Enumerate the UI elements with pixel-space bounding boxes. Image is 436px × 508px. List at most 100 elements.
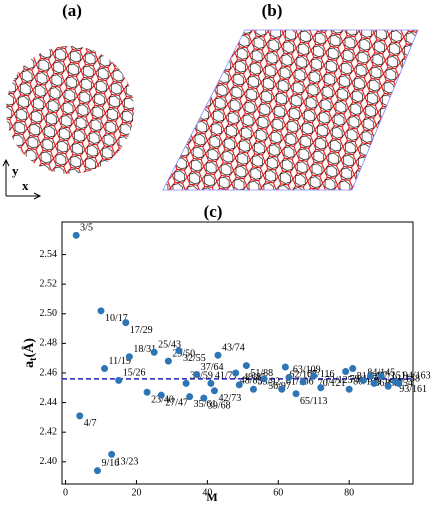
point [76, 412, 84, 420]
y-tick-label: 2.42 [40, 426, 58, 437]
point-label: 32/55 [183, 353, 206, 364]
point [122, 319, 130, 327]
point [150, 348, 158, 356]
point [370, 379, 378, 387]
point [359, 376, 367, 384]
point-label: 17/29 [130, 325, 153, 336]
point-label: 41/71 [215, 371, 238, 382]
x-tick-label: 20 [131, 487, 141, 498]
y-tick-label: 2.46 [40, 367, 58, 378]
point [395, 379, 403, 387]
point-label: 15/26 [123, 368, 146, 379]
point [182, 379, 190, 387]
point-label: 23/40 [151, 395, 174, 406]
point [101, 365, 109, 373]
point [345, 385, 353, 393]
point-label: 11/19 [109, 356, 131, 367]
x-tick-label: 40 [202, 487, 212, 498]
axis-arrow-label: x [22, 178, 29, 193]
point [164, 357, 172, 365]
point [72, 231, 80, 239]
point-label: 51/88 [250, 368, 273, 379]
point [210, 387, 218, 395]
y-label-sub: t [28, 357, 39, 361]
point-label: 48/83 [240, 375, 263, 386]
point-label: 29/50 [172, 348, 195, 359]
y-label-unit: (Å) [21, 338, 37, 358]
point-label: 4/7 [84, 418, 97, 429]
lattice-b [163, 30, 418, 190]
point [260, 375, 268, 383]
y-axis-label: at(Å) [21, 338, 39, 368]
y-tick-label: 2.52 [40, 278, 58, 289]
point-label: 35/61 [194, 399, 217, 410]
point [384, 382, 392, 390]
axis-arrow-label: y [12, 163, 19, 178]
point [278, 385, 286, 393]
point-label: 91/158 [392, 374, 420, 385]
point [232, 369, 240, 377]
point-label: 13/23 [116, 457, 139, 468]
point [310, 372, 318, 380]
y-label-main: a [22, 361, 37, 368]
point-label: 43/74 [222, 343, 245, 354]
panel-label: (b) [262, 1, 283, 20]
y-tick-label: 2.44 [40, 397, 58, 408]
point-label: 94/163 [403, 371, 431, 382]
point [366, 372, 374, 380]
point-label: 9/16 [101, 458, 119, 469]
point [235, 381, 243, 389]
point-label: 18/31 [133, 344, 156, 355]
point-label: 39/68 [208, 400, 231, 411]
x-tick-label: 0 [63, 487, 68, 498]
point [317, 384, 325, 392]
point-label: 3/5 [80, 223, 93, 234]
point-label: 62/107 [289, 369, 317, 380]
point-label: 93/161 [399, 384, 427, 395]
point-label: 37/64 [201, 362, 224, 373]
point [108, 450, 116, 458]
point [93, 467, 101, 475]
y-tick-label: 2.54 [40, 249, 58, 260]
point [214, 351, 222, 359]
point-label: 34/59 [190, 371, 213, 382]
point-label: 63/109 [293, 365, 321, 376]
y-tick-label: 2.50 [40, 308, 58, 319]
point [299, 378, 307, 386]
panel-label: (c) [204, 202, 223, 221]
point-label: 49/85 [243, 372, 266, 383]
point [125, 353, 133, 361]
y-tick-label: 2.48 [40, 338, 58, 349]
point [186, 393, 194, 401]
x-tick-label: 80 [344, 487, 354, 498]
point [175, 347, 183, 355]
point-label: 67/116 [307, 369, 334, 380]
point-label: 87/151 [378, 371, 406, 382]
point [143, 388, 151, 396]
point-label: 70/121 [318, 378, 346, 389]
point [377, 372, 385, 380]
point [249, 385, 257, 393]
point-label: 80/139 [353, 377, 381, 388]
point [242, 362, 250, 370]
point [342, 368, 350, 376]
point [200, 394, 208, 402]
point [193, 370, 201, 378]
point [349, 365, 357, 373]
point-label: 10/17 [105, 313, 128, 324]
point [292, 390, 300, 398]
cell-outline [162, 29, 419, 191]
point [115, 376, 123, 384]
lattice-a [6, 46, 134, 174]
plot-frame [61, 221, 414, 485]
point-label: 42/73 [218, 393, 241, 404]
point [285, 373, 293, 381]
point-label: 65/113 [300, 396, 327, 407]
axis-arrows [2, 158, 42, 200]
point [207, 379, 215, 387]
y-tick-label: 2.40 [40, 456, 58, 467]
point [97, 307, 105, 315]
x-tick-label: 60 [273, 487, 283, 498]
point [281, 363, 289, 371]
